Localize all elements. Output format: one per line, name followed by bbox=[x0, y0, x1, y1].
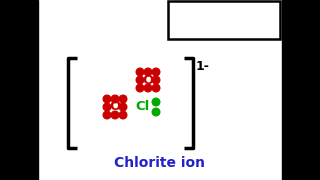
Circle shape bbox=[152, 68, 160, 76]
Circle shape bbox=[103, 103, 111, 111]
Bar bbox=[0, 0, 38, 180]
Text: O: O bbox=[142, 73, 154, 87]
Circle shape bbox=[111, 111, 119, 119]
Circle shape bbox=[136, 76, 144, 84]
Bar bbox=[168, 1, 280, 39]
Circle shape bbox=[136, 68, 144, 76]
Circle shape bbox=[152, 84, 160, 92]
Circle shape bbox=[119, 103, 127, 111]
Circle shape bbox=[144, 68, 152, 76]
Text: O  = -2: O = -2 bbox=[174, 25, 222, 38]
Text: Chlorite ion: Chlorite ion bbox=[115, 156, 205, 170]
Circle shape bbox=[144, 84, 152, 92]
Circle shape bbox=[152, 98, 160, 106]
Circle shape bbox=[136, 84, 144, 92]
Text: Cl: Cl bbox=[136, 100, 150, 114]
Circle shape bbox=[119, 111, 127, 119]
Text: O: O bbox=[109, 100, 121, 114]
Circle shape bbox=[103, 111, 111, 119]
Circle shape bbox=[119, 95, 127, 103]
Circle shape bbox=[152, 108, 160, 116]
Bar bbox=[282, 0, 320, 180]
Text: Cl = +3: Cl = +3 bbox=[174, 11, 226, 24]
Circle shape bbox=[152, 76, 160, 84]
Circle shape bbox=[103, 95, 111, 103]
Text: 1-: 1- bbox=[196, 60, 210, 73]
Circle shape bbox=[111, 95, 119, 103]
